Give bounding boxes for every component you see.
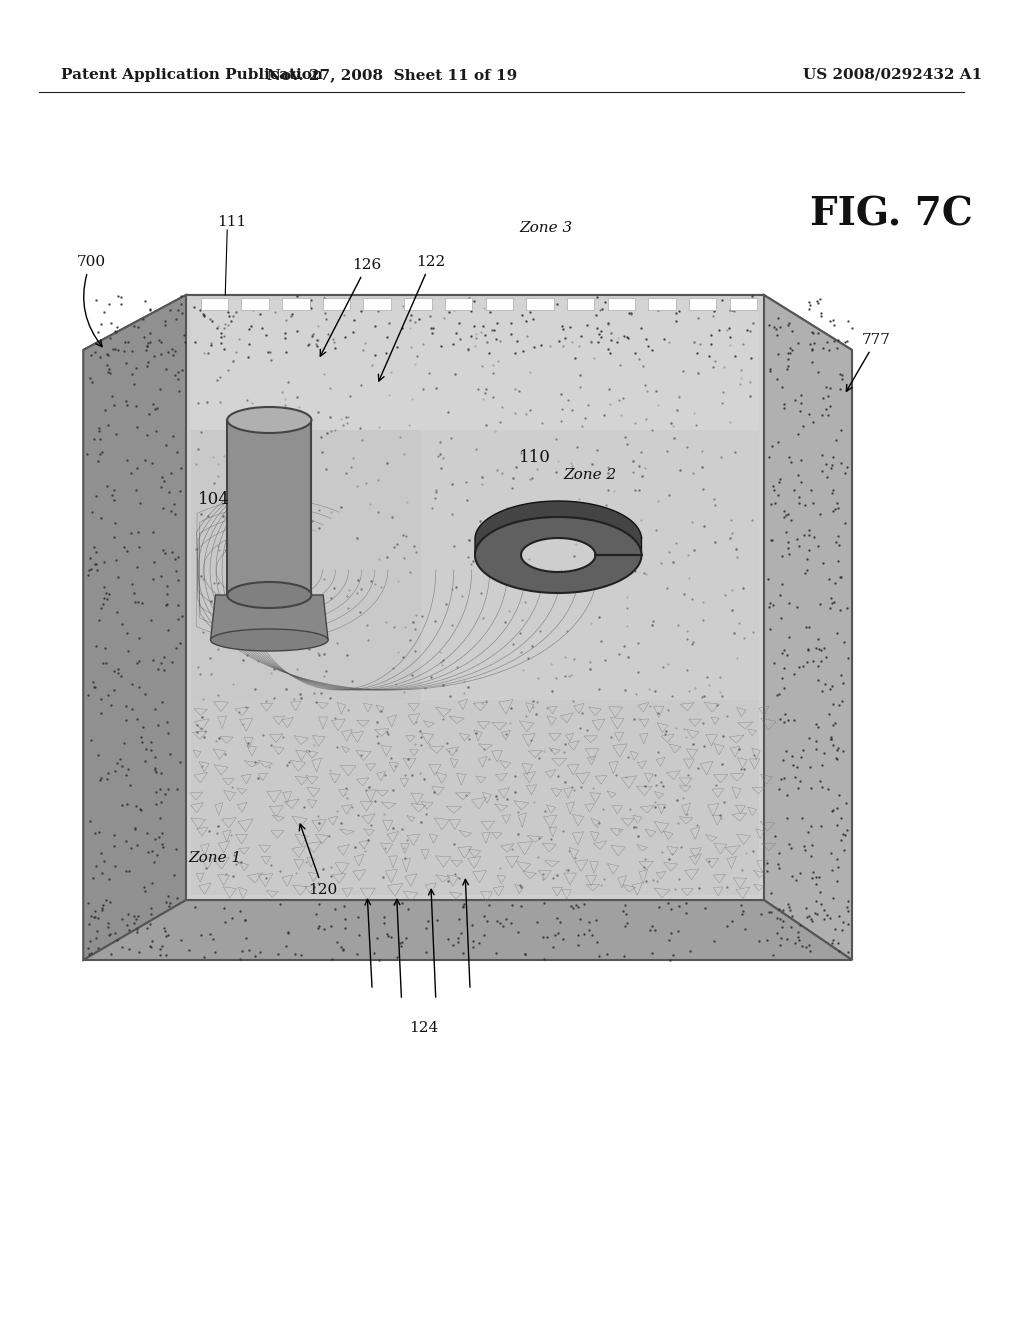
- Polygon shape: [730, 298, 757, 310]
- Polygon shape: [764, 294, 852, 960]
- Polygon shape: [190, 300, 759, 430]
- Polygon shape: [567, 298, 594, 310]
- Text: Patent Application Publication: Patent Application Publication: [60, 69, 323, 82]
- Polygon shape: [83, 900, 852, 960]
- Text: 120: 120: [299, 824, 338, 898]
- Text: 104: 104: [198, 491, 229, 508]
- Polygon shape: [648, 298, 676, 310]
- Polygon shape: [607, 298, 635, 310]
- Polygon shape: [190, 700, 759, 895]
- Text: FIG. 7C: FIG. 7C: [810, 195, 973, 234]
- Text: 126: 126: [321, 257, 382, 356]
- Polygon shape: [83, 294, 852, 350]
- Polygon shape: [689, 298, 717, 310]
- Polygon shape: [227, 420, 311, 595]
- Text: 700: 700: [77, 255, 105, 347]
- Ellipse shape: [211, 630, 328, 651]
- Ellipse shape: [227, 582, 311, 609]
- Text: US 2008/0292432 A1: US 2008/0292432 A1: [803, 69, 982, 82]
- Text: Nov. 27, 2008  Sheet 11 of 19: Nov. 27, 2008 Sheet 11 of 19: [266, 69, 517, 82]
- Text: 111: 111: [217, 215, 247, 228]
- Ellipse shape: [227, 407, 311, 433]
- Text: Zone 1: Zone 1: [188, 851, 242, 865]
- Text: Zone 2: Zone 2: [563, 469, 616, 482]
- Polygon shape: [444, 298, 472, 310]
- Polygon shape: [211, 595, 328, 640]
- Text: 110: 110: [519, 450, 551, 466]
- Polygon shape: [323, 298, 350, 310]
- Polygon shape: [190, 300, 759, 895]
- Polygon shape: [201, 298, 228, 310]
- Polygon shape: [186, 294, 764, 900]
- Polygon shape: [83, 294, 186, 960]
- Text: 124: 124: [410, 1020, 438, 1035]
- Polygon shape: [364, 298, 391, 310]
- Text: 777: 777: [847, 333, 891, 391]
- Polygon shape: [421, 430, 759, 700]
- Polygon shape: [475, 517, 641, 593]
- Polygon shape: [404, 298, 431, 310]
- Polygon shape: [475, 502, 641, 554]
- Polygon shape: [526, 298, 554, 310]
- Text: Zone 3: Zone 3: [519, 220, 572, 235]
- Polygon shape: [242, 298, 269, 310]
- Polygon shape: [283, 298, 309, 310]
- Polygon shape: [485, 298, 513, 310]
- Text: 122: 122: [379, 255, 445, 381]
